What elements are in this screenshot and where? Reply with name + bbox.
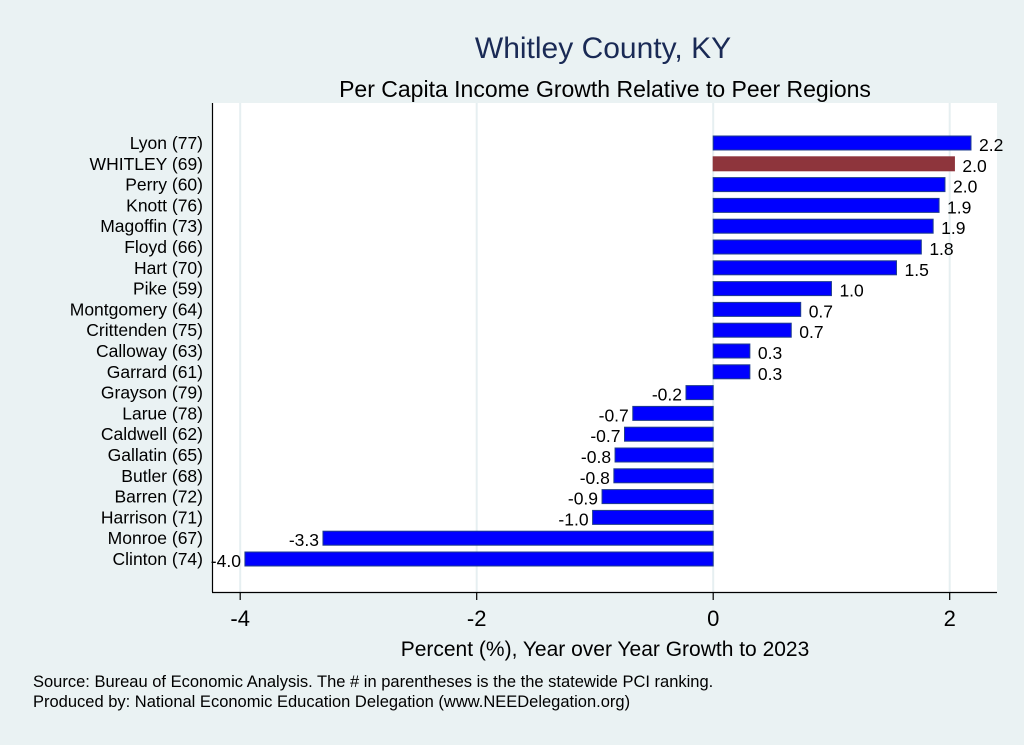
x-tick-label: -4 bbox=[230, 606, 250, 631]
data-label: -3.3 bbox=[289, 530, 319, 550]
data-label: 0.7 bbox=[799, 322, 823, 342]
x-axis-title: Percent (%), Year over Year Growth to 20… bbox=[401, 638, 810, 661]
bar bbox=[712, 135, 972, 151]
y-tick-label: Caldwell (62) bbox=[101, 424, 203, 444]
bar-highlight bbox=[712, 156, 955, 172]
y-tick-label: Larue (78) bbox=[122, 403, 203, 423]
y-tick-label: Barren (72) bbox=[114, 487, 203, 507]
bar bbox=[244, 551, 714, 567]
footer-produced-by: Produced by: National Economic Education… bbox=[33, 693, 630, 711]
data-label: -0.9 bbox=[568, 489, 598, 509]
bar bbox=[712, 301, 802, 317]
data-label: 2.0 bbox=[962, 156, 987, 176]
bar bbox=[613, 468, 714, 484]
bar bbox=[712, 260, 897, 276]
y-tick-label: Crittenden (75) bbox=[86, 320, 203, 340]
y-tick-label: Calloway (63) bbox=[96, 341, 203, 361]
bar bbox=[712, 218, 934, 234]
bar bbox=[322, 530, 714, 546]
bar bbox=[712, 239, 922, 255]
y-tick-label: Pike (59) bbox=[133, 279, 203, 299]
data-label: 0.3 bbox=[758, 364, 782, 384]
y-tick-label: Floyd (66) bbox=[124, 237, 203, 257]
data-label: 1.9 bbox=[941, 218, 965, 238]
y-tick-label: Butler (68) bbox=[121, 466, 203, 486]
bar bbox=[712, 281, 832, 297]
bar bbox=[712, 343, 751, 359]
data-label: 1.5 bbox=[904, 260, 928, 280]
data-label: 2.2 bbox=[979, 135, 1003, 155]
data-label: -0.2 bbox=[652, 385, 682, 405]
bar bbox=[624, 426, 714, 442]
bar bbox=[614, 447, 714, 463]
x-tick-label: -2 bbox=[467, 606, 487, 631]
y-tick-label: WHITLEY (69) bbox=[90, 154, 203, 174]
data-label: -0.7 bbox=[590, 426, 620, 446]
y-tick-label: Knott (76) bbox=[126, 195, 203, 215]
bar bbox=[601, 489, 714, 505]
data-label: -0.8 bbox=[581, 447, 611, 467]
y-tick-label: Magoffin (73) bbox=[100, 216, 203, 236]
y-tick-label: Gallatin (65) bbox=[108, 445, 203, 465]
chart-title: Whitley County, KY bbox=[475, 32, 731, 65]
data-label: 1.0 bbox=[839, 281, 864, 301]
bar bbox=[712, 177, 946, 193]
bar bbox=[712, 197, 940, 213]
bar bbox=[712, 322, 792, 338]
x-tick-label: 0 bbox=[707, 606, 719, 631]
chart-subtitle: Per Capita Income Growth Relative to Pee… bbox=[339, 76, 871, 102]
y-tick-label: Garrard (61) bbox=[107, 362, 203, 382]
y-tick-label: Harrison (71) bbox=[101, 507, 203, 527]
y-tick-label: Lyon (77) bbox=[130, 133, 203, 153]
bar bbox=[685, 385, 714, 401]
data-label: 0.3 bbox=[758, 343, 782, 363]
x-tick-label: 2 bbox=[944, 606, 956, 631]
bar bbox=[592, 509, 714, 525]
data-label: 1.8 bbox=[929, 239, 953, 259]
data-label: 0.7 bbox=[809, 301, 833, 321]
bar bbox=[712, 364, 751, 380]
bar bbox=[632, 405, 714, 421]
data-label: -1.0 bbox=[558, 509, 588, 529]
footer-source: Source: Bureau of Economic Analysis. The… bbox=[33, 673, 713, 691]
y-tick-label: Grayson (79) bbox=[101, 383, 203, 403]
data-label: -0.7 bbox=[599, 405, 629, 425]
y-tick-label: Monroe (67) bbox=[108, 528, 203, 548]
y-tick-label: Hart (70) bbox=[134, 258, 203, 278]
data-label: 2.0 bbox=[953, 177, 978, 197]
y-tick-label: Montgomery (64) bbox=[70, 299, 203, 319]
data-label: 1.9 bbox=[947, 197, 971, 217]
data-label: -0.8 bbox=[580, 468, 610, 488]
y-tick-label: Clinton (74) bbox=[113, 549, 203, 569]
data-label: -4.0 bbox=[211, 551, 241, 571]
y-tick-label: Perry (60) bbox=[125, 175, 203, 195]
